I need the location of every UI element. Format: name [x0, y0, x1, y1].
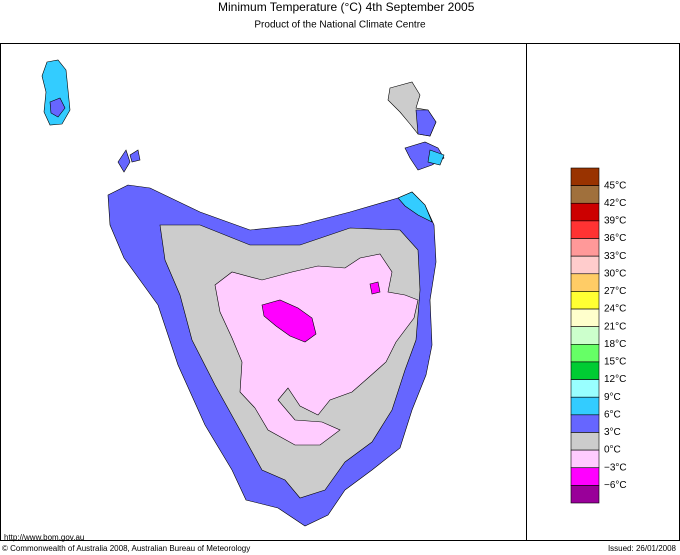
legend-label: 3°C — [604, 427, 621, 438]
legend-swatch — [570, 185, 600, 204]
tasmania-magenta — [261, 299, 317, 343]
legend-swatch — [570, 202, 600, 222]
legend-swatch — [570, 238, 600, 257]
legend: 45°C 42°C 39°C 36°C 33°C 30°C 27°C 24°C 21°C 18°C… — [570, 167, 627, 504]
legend-swatch — [570, 449, 600, 469]
legend-swatch — [570, 379, 600, 398]
legend-label: 9°C — [604, 392, 621, 403]
king-island-core — [49, 97, 66, 118]
legend-frame — [526, 43, 680, 541]
legend-swatch — [570, 220, 600, 239]
islet — [129, 149, 141, 163]
legend-swatch — [570, 308, 600, 327]
legend-swatch — [570, 432, 600, 451]
map — [41, 59, 445, 527]
legend-label: −3°C — [604, 462, 627, 473]
legend-swatch — [570, 326, 600, 345]
date: 4th September 2005 — [366, 0, 475, 14]
legend-label: −6°C — [604, 480, 627, 491]
legend-label: 15°C — [604, 357, 626, 368]
footer-copyright: © Commonwealth of Australia 2008, Austra… — [2, 544, 250, 553]
legend-swatch — [570, 396, 600, 416]
legend-label: 24°C — [604, 304, 626, 315]
legend-swatch — [570, 361, 600, 380]
legend-label: 21°C — [604, 321, 626, 332]
legend-swatch — [570, 467, 600, 486]
island-cyan — [427, 149, 445, 166]
legend-label: 36°C — [604, 233, 626, 244]
legend-label: 39°C — [604, 216, 626, 227]
title: Minimum Temperature (°C) — [218, 0, 362, 14]
legend-label: 6°C — [604, 409, 621, 420]
legend-swatch — [570, 485, 600, 504]
legend-label: 45°C — [604, 180, 626, 191]
magenta-spot — [369, 281, 381, 295]
legend-label: 30°C — [604, 268, 626, 279]
legend-label: 27°C — [604, 286, 626, 297]
legend-swatch — [570, 255, 600, 275]
legend-swatch — [570, 344, 600, 363]
legend-swatch — [570, 273, 600, 292]
legend-label: 18°C — [604, 339, 626, 350]
legend-label: 12°C — [604, 374, 626, 385]
tasmania-pink — [214, 253, 419, 446]
subtitle: Product of the National Climate Centre — [254, 20, 426, 31]
legend-swatch — [570, 167, 600, 186]
legend-label: 0°C — [604, 445, 621, 456]
legend-label: 42°C — [604, 198, 626, 209]
legend-swatch — [570, 291, 600, 310]
flinders-island-east — [415, 109, 437, 137]
footer-url: http://www.bom.gov.au — [4, 533, 84, 542]
legend-swatch — [570, 414, 600, 433]
footer-issued: Issued: 26/01/2008 — [608, 544, 677, 553]
legend-label: 33°C — [604, 251, 626, 262]
hunter-island — [117, 149, 131, 173]
north-east-coast — [397, 191, 433, 223]
